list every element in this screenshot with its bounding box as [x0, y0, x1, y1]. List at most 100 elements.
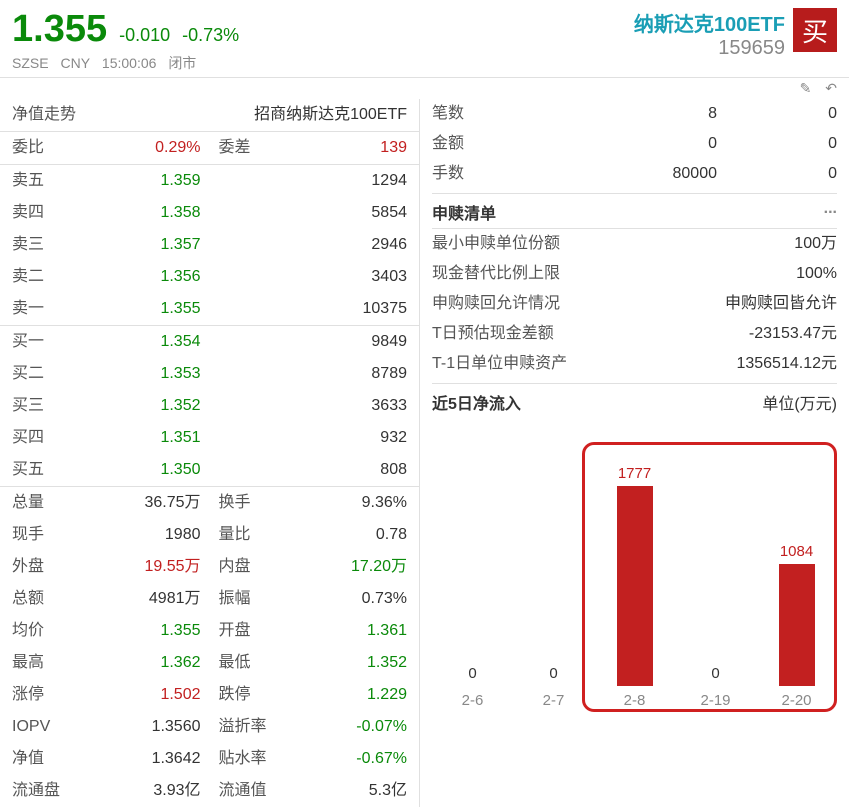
stat-value: 1.3560: [77, 713, 219, 741]
stat-label: 换手: [219, 489, 284, 517]
edit-icon[interactable]: ✎: [800, 80, 812, 96]
stat-value: 36.75万: [77, 489, 219, 517]
left-panel: 净值走势 招商纳斯达克100ETF 委比 0.29% 委差 139 卖五1.35…: [0, 99, 420, 807]
buy-label: 买一: [12, 328, 77, 356]
stat-label: 跌停: [219, 681, 284, 709]
sell-qty: 1294: [284, 167, 408, 195]
stat-label: 净值: [12, 745, 77, 773]
chart-bar-slot: 1084: [756, 426, 837, 686]
buy-price: 1.353: [77, 360, 219, 388]
summary-row: 笔数80: [432, 99, 837, 129]
sell-price: 1.355: [77, 295, 219, 323]
buy-price: 1.352: [77, 392, 219, 420]
stat-value: 1.361: [284, 617, 408, 645]
stat-value: 4981万: [77, 585, 219, 613]
time-label: 15:00:06: [102, 55, 157, 71]
chart-bar-slot: 1777: [594, 426, 675, 686]
buy-price: 1.354: [77, 328, 219, 356]
stat-value: 1.229: [284, 681, 408, 709]
stat-label: 流通值: [219, 777, 284, 805]
summary-row: 金额00: [432, 129, 837, 159]
summary-row: 手数800000: [432, 159, 837, 189]
sell-label: 卖一: [12, 295, 77, 323]
buy-price: 1.351: [77, 424, 219, 452]
bar-rect: [779, 564, 815, 686]
redemption-row: T-1日单位申赎资产1356514.12元: [432, 349, 837, 379]
stat-label: 流通盘: [12, 777, 77, 805]
chart-bar-slot: 0: [513, 426, 594, 686]
stat-value: 1.3642: [77, 745, 219, 773]
undo-icon[interactable]: ↶: [825, 80, 837, 96]
stat-label: 均价: [12, 617, 77, 645]
stock-name: 纳斯达克100ETF: [634, 8, 785, 37]
stat-label: 最高: [12, 649, 77, 677]
sell-qty: 3403: [284, 263, 408, 291]
stat-value: 0.73%: [284, 585, 408, 613]
more-icon[interactable]: ...: [824, 200, 837, 224]
buy-qty: 8789: [284, 360, 408, 388]
buy-button[interactable]: 买: [793, 8, 837, 52]
stat-label: 振幅: [219, 585, 284, 613]
stat-label: 内盘: [219, 553, 284, 581]
market-status: 闭市: [168, 55, 196, 71]
sell-price: 1.357: [77, 231, 219, 259]
nav-trend-tab[interactable]: 净值走势: [12, 101, 112, 129]
commit-diff-label: 委差: [219, 134, 284, 162]
stat-value: 1.502: [77, 681, 219, 709]
stat-value: 1.362: [77, 649, 219, 677]
stat-value: 1.355: [77, 617, 219, 645]
commit-diff-value: 139: [284, 134, 408, 162]
stat-value: 0.78: [284, 521, 408, 549]
stat-value: 3.93亿: [77, 777, 219, 805]
stat-value: 19.55万: [77, 553, 219, 581]
redemption-row: 现金替代比例上限100%: [432, 259, 837, 289]
right-panel: 笔数80金额00手数800000 申赎清单 ... 最小申赎单位份额100万现金…: [420, 99, 849, 807]
stat-label: 现手: [12, 521, 77, 549]
chart-xtick: 2-6: [432, 688, 513, 716]
stat-label: 贴水率: [219, 745, 284, 773]
redemption-row: T日预估现金差额-23153.47元: [432, 319, 837, 349]
chart-xtick: 2-20: [756, 688, 837, 716]
flow-chart: 00177701084 2-62-72-82-192-20: [432, 426, 837, 716]
sell-price: 1.358: [77, 199, 219, 227]
sell-qty: 5854: [284, 199, 408, 227]
sell-qty: 10375: [284, 295, 408, 323]
stat-label: 量比: [219, 521, 284, 549]
bar-value-label: 1777: [618, 465, 651, 482]
buy-label: 买三: [12, 392, 77, 420]
stat-value: 5.3亿: [284, 777, 408, 805]
stat-value: 1980: [77, 521, 219, 549]
stat-label: IOPV: [12, 713, 77, 741]
redemption-title: 申赎清单: [432, 200, 496, 224]
sell-label: 卖三: [12, 231, 77, 259]
redemption-row: 最小申赎单位份额100万: [432, 229, 837, 259]
stat-label: 外盘: [12, 553, 77, 581]
redemption-row: 申购赎回允许情况申购赎回皆允许: [432, 289, 837, 319]
stat-value: -0.67%: [284, 745, 408, 773]
stat-label: 最低: [219, 649, 284, 677]
stat-label: 总额: [12, 585, 77, 613]
currency-label: CNY: [60, 55, 90, 71]
buy-qty: 9849: [284, 328, 408, 356]
bar-value-label: 0: [549, 665, 557, 682]
sell-label: 卖四: [12, 199, 77, 227]
stat-value: 9.36%: [284, 489, 408, 517]
sell-price: 1.359: [77, 167, 219, 195]
buy-label: 买二: [12, 360, 77, 388]
buy-label: 买五: [12, 456, 77, 484]
sell-qty: 2946: [284, 231, 408, 259]
chart-xtick: 2-7: [513, 688, 594, 716]
flow-chart-unit: 单位(万元): [762, 390, 837, 414]
chart-bar-slot: 0: [675, 426, 756, 686]
stock-code: 159659: [634, 37, 785, 60]
price-change-pct: -0.73%: [182, 25, 239, 46]
sell-price: 1.356: [77, 263, 219, 291]
price-change: -0.010: [119, 25, 170, 46]
stat-label: 开盘: [219, 617, 284, 645]
stat-value: 17.20万: [284, 553, 408, 581]
bar-value-label: 1084: [780, 543, 813, 560]
buy-qty: 932: [284, 424, 408, 452]
chart-xtick: 2-8: [594, 688, 675, 716]
buy-qty: 808: [284, 456, 408, 484]
fund-full-name: 招商纳斯达克100ETF: [112, 101, 407, 129]
